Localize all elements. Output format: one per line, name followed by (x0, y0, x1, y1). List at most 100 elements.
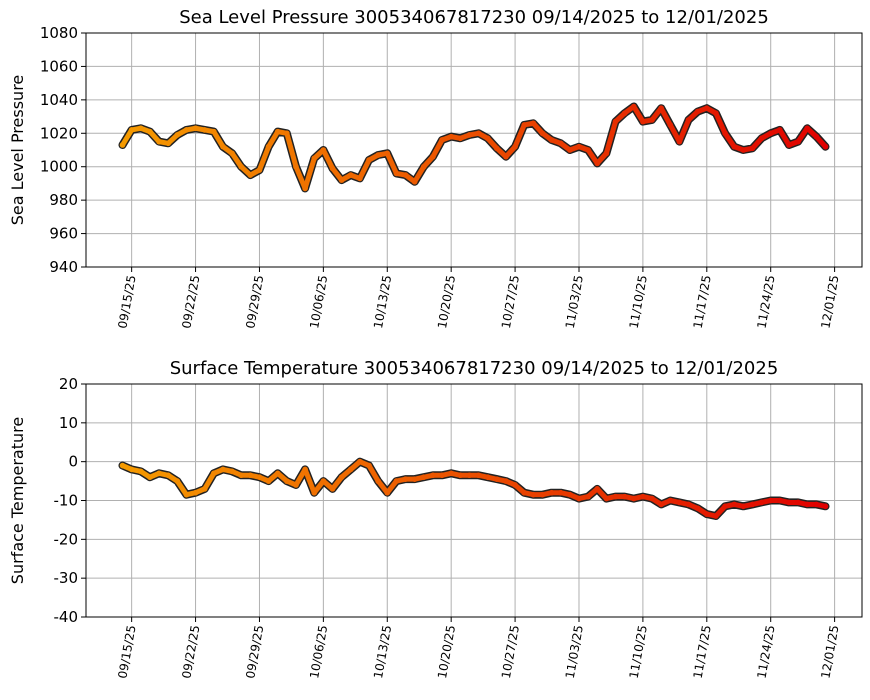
data-point (220, 143, 226, 150)
data-point (402, 476, 409, 482)
series-segment (256, 144, 272, 173)
data-point (649, 495, 655, 502)
series-segment (384, 150, 399, 176)
data-point (293, 163, 299, 170)
data-point (530, 491, 537, 498)
data-point (366, 157, 372, 163)
series-segment (713, 110, 728, 136)
data-point (338, 177, 345, 183)
data-point (722, 503, 728, 510)
data-point (192, 125, 199, 132)
chart-title: Surface Temperature 300534067817230 09/1… (170, 358, 779, 379)
y-tick-label: 0 (68, 453, 78, 471)
data-point (311, 489, 318, 496)
chart-title: Sea Level Pressure 300534067817230 09/14… (179, 7, 769, 28)
y-tick-label: 10 (59, 414, 78, 432)
data-point (156, 138, 162, 145)
data-point (384, 150, 391, 157)
data-point (174, 478, 181, 484)
x-tick-label: 10/20/25 (435, 624, 458, 680)
series-segment (202, 470, 217, 492)
data-point (265, 143, 272, 150)
data-point (685, 501, 692, 508)
data-point (320, 478, 327, 484)
data-point (758, 499, 765, 506)
data-point (494, 476, 500, 482)
x-tick-label: 09/29/25 (243, 274, 266, 330)
data-point (265, 478, 272, 484)
data-point (411, 476, 418, 482)
data-point (786, 499, 792, 506)
data-point (567, 491, 573, 498)
data-point (137, 125, 144, 132)
series-segment (430, 137, 445, 160)
plot-frame (85, 32, 863, 268)
data-point (466, 132, 473, 138)
x-tick-label: 10/06/25 (307, 624, 330, 680)
data-point (713, 513, 719, 519)
data-point (475, 130, 482, 137)
data-point (375, 478, 381, 484)
data-point (557, 489, 564, 496)
data-point (594, 486, 601, 492)
data-point (220, 466, 226, 473)
data-point (521, 122, 528, 128)
data-point (786, 142, 792, 148)
data-point (384, 489, 391, 496)
data-point (567, 147, 573, 153)
series-segment (357, 157, 372, 181)
x-tick-label: 09/15/25 (115, 274, 138, 330)
y-tick-label: 980 (49, 191, 78, 209)
series-segment (658, 105, 673, 128)
data-point (685, 117, 692, 123)
series-segment (412, 164, 427, 185)
data-point (393, 170, 400, 177)
data-point (329, 165, 336, 172)
data-point (585, 493, 591, 500)
data-point (621, 493, 628, 500)
x-tick-label: 12/01/25 (818, 274, 841, 330)
data-point (576, 495, 582, 502)
data-point (284, 478, 290, 484)
data-point (229, 468, 235, 475)
data-point (758, 135, 765, 142)
y-tick-label: 1040 (40, 91, 78, 109)
data-point (484, 135, 491, 142)
data-point (667, 497, 674, 504)
x-tick-label: 10/20/25 (435, 274, 458, 330)
data-point (749, 145, 756, 152)
data-point (274, 470, 281, 477)
data-point (439, 472, 445, 479)
y-tick-label: 940 (49, 258, 78, 276)
y-tick-label: -40 (54, 608, 79, 626)
data-point (749, 501, 756, 508)
data-point (347, 466, 354, 473)
data-point (548, 489, 555, 496)
data-point (630, 103, 637, 110)
data-point (777, 497, 783, 504)
data-point (247, 172, 254, 178)
data-point (302, 185, 308, 192)
data-point (557, 140, 564, 147)
data-point (594, 160, 601, 167)
data-point (539, 130, 546, 137)
y-axis-label: Surface Temperature (8, 417, 27, 584)
data-point (704, 105, 710, 112)
data-point (256, 167, 263, 173)
data-point (804, 125, 811, 132)
y-tick-label: 20 (59, 375, 78, 393)
data-point (767, 497, 774, 504)
data-point (822, 143, 829, 150)
data-point (603, 495, 610, 502)
x-tick-label: 10/06/25 (307, 274, 330, 330)
data-point (420, 474, 427, 481)
data-point (640, 118, 646, 125)
data-point (274, 128, 281, 135)
data-point (484, 474, 491, 481)
y-tick-label: 1020 (40, 124, 78, 142)
data-point (731, 143, 737, 150)
data-point (420, 163, 427, 170)
data-point (548, 137, 555, 143)
data-point (430, 472, 436, 479)
data-point (612, 118, 619, 125)
